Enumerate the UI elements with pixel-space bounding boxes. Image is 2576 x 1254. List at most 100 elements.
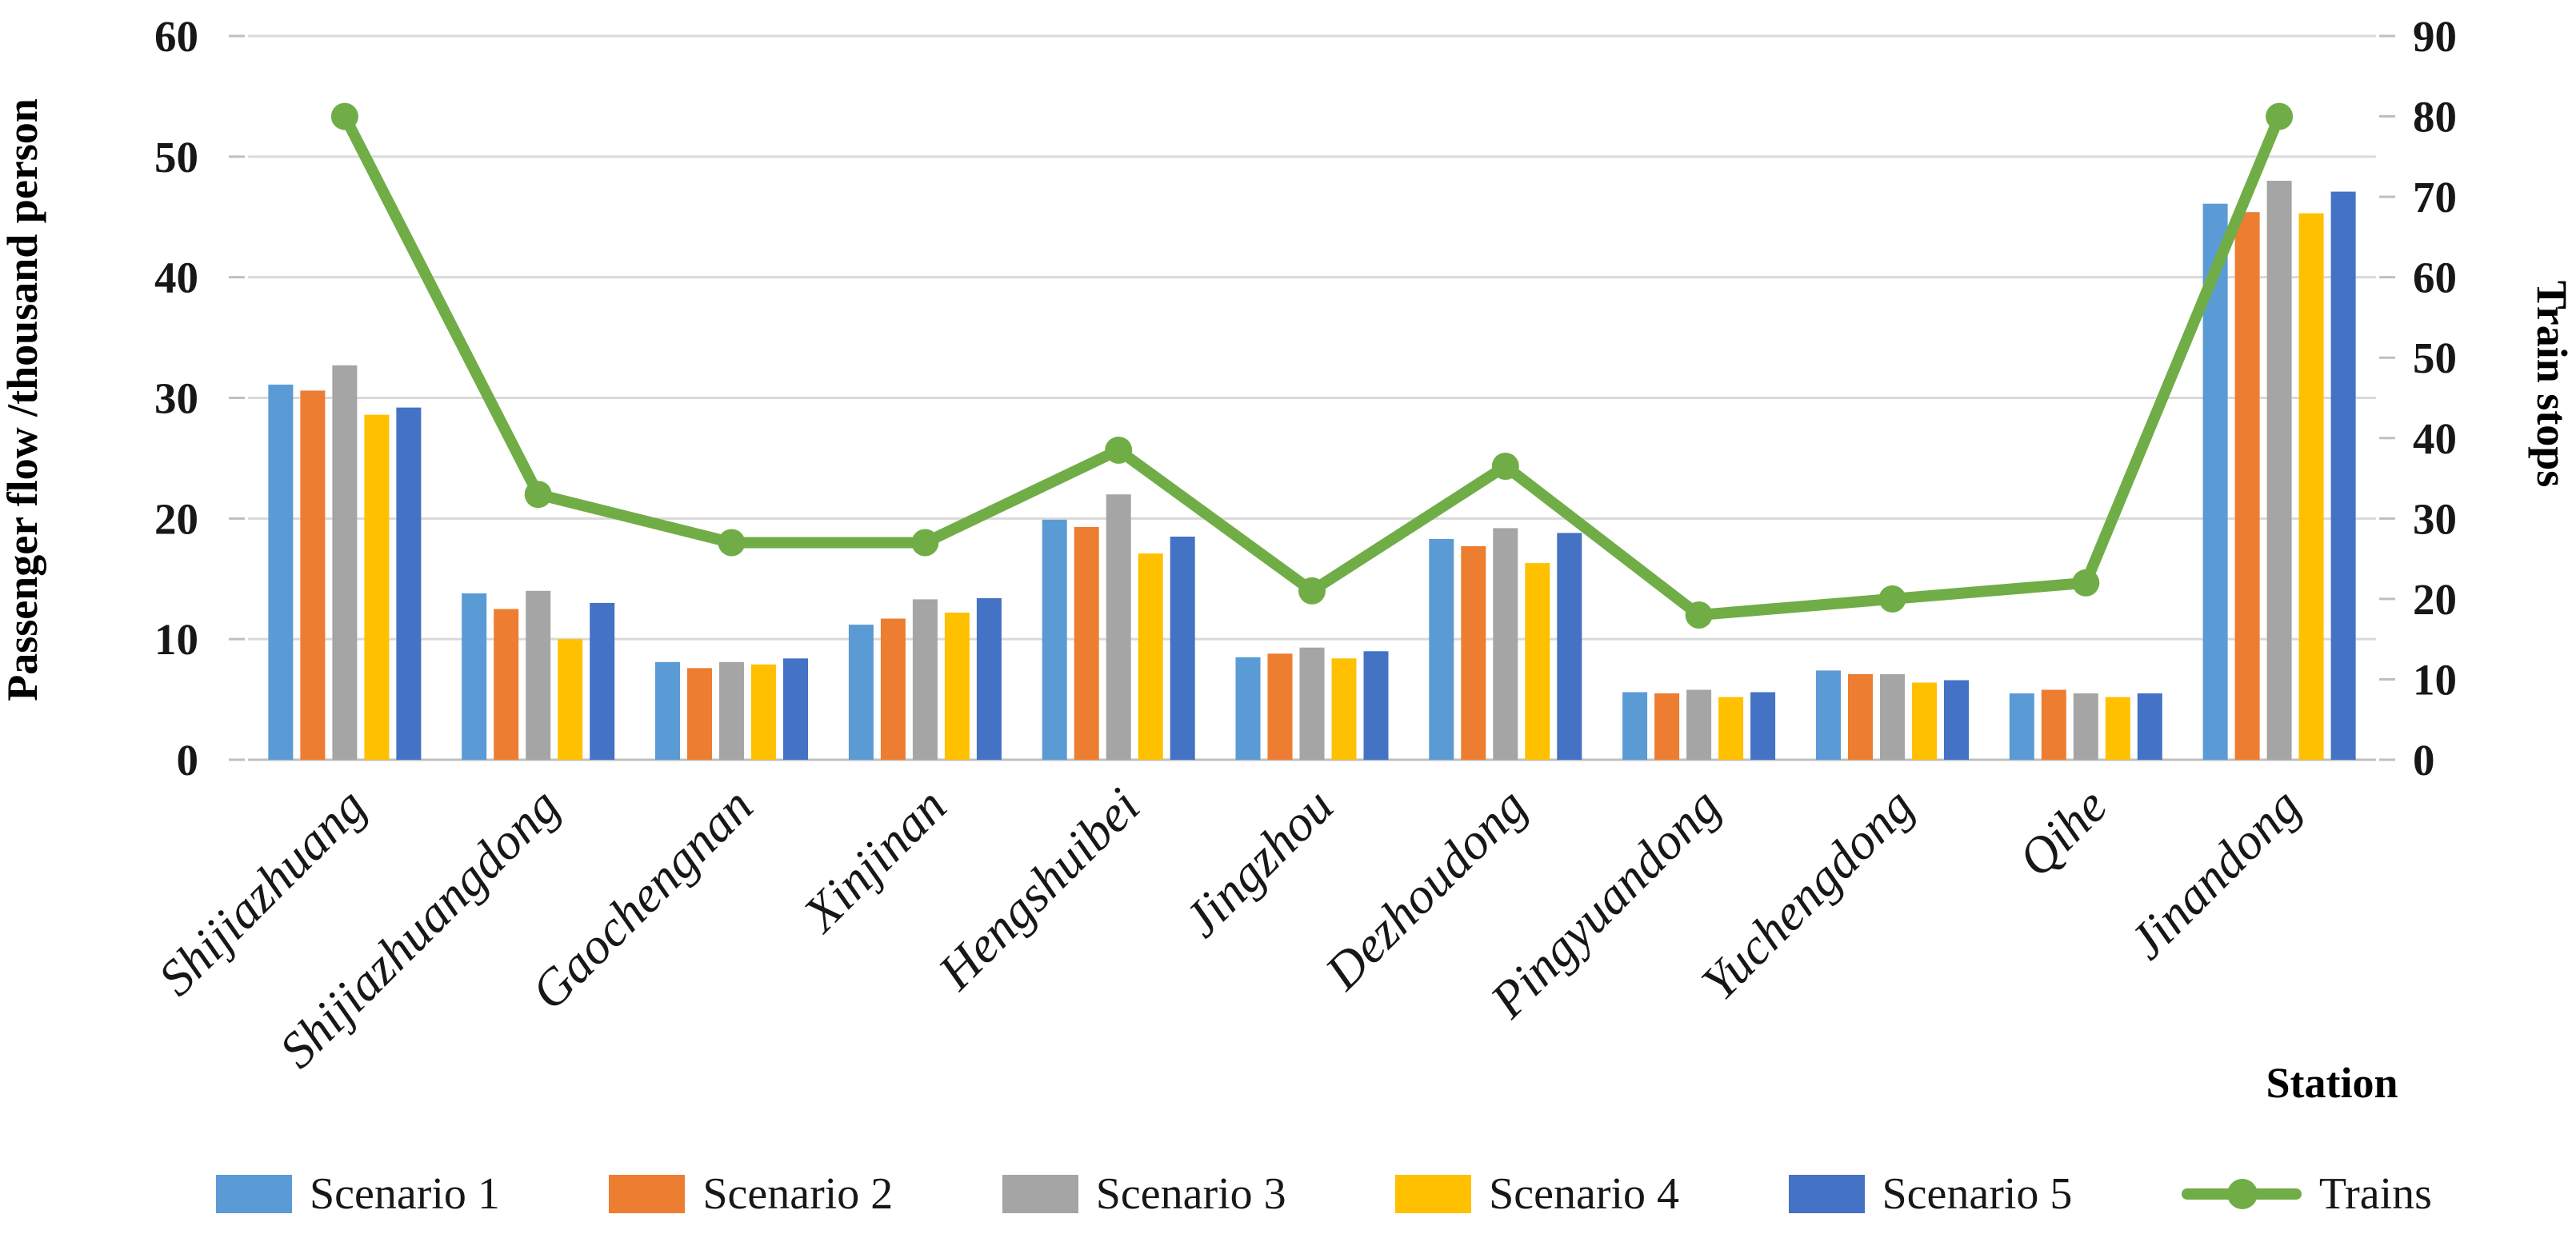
y-left-tick-label-40: 40 <box>154 254 198 302</box>
bar-scenario-3-dezhoudong <box>1493 528 1518 760</box>
bar-scenario-3-gaochengnan <box>719 661 744 760</box>
bar-scenario-3-xinjinan <box>912 599 938 760</box>
bar-scenario-1-gaochengnan <box>655 661 680 760</box>
legend-label-scenario-4: Scenario 4 <box>1489 1169 1680 1219</box>
y-right-tick-label-0: 0 <box>2413 736 2435 785</box>
bar-scenario-1-yuchengdong <box>1816 670 1841 760</box>
bar-scenario-2-qihe <box>2041 689 2066 760</box>
bar-scenario-5-qihe <box>2137 693 2162 760</box>
y-left-tick-label-20: 20 <box>154 494 198 543</box>
bar-scenario-4-dezhoudong <box>1525 563 1550 760</box>
legend-swatch-scenario-2-icon <box>609 1175 686 1213</box>
y-right-axis-title: Train stops <box>2528 281 2576 488</box>
trains-marker-dezhoudong <box>1491 453 1519 480</box>
y-left-tick-label-50: 50 <box>154 133 198 182</box>
legend-label-scenario-1: Scenario 1 <box>310 1169 500 1219</box>
trains-marker-yuchengdong <box>1878 585 1906 613</box>
x-tick-label-jinandong: Jinandong <box>2118 777 2311 970</box>
bar-scenario-5-gaochengnan <box>783 658 808 760</box>
bar-scenario-5-shijiazhuangdong <box>590 602 615 760</box>
bar-scenario-5-pingyuandong <box>1750 692 1776 760</box>
bar-scenario-1-qihe <box>2009 693 2034 760</box>
bar-scenario-5-yuchengdong <box>1944 680 1969 760</box>
legend-label-scenario-2: Scenario 2 <box>702 1169 894 1219</box>
bar-scenario-3-qihe <box>2073 693 2098 760</box>
bar-scenario-1-hengshuibei <box>1042 519 1067 760</box>
y-left-axis-title: Passenger flow /thousand person <box>0 98 46 701</box>
bar-scenario-4-qihe <box>2105 697 2130 760</box>
legend-swatch-trains-line-icon <box>2181 1175 2302 1213</box>
y-right-tick-label-60: 60 <box>2413 254 2457 302</box>
x-tick-label-hengshuibei: Hengshuibei <box>926 777 1150 1001</box>
bar-scenario-4-xinjinan <box>944 613 970 760</box>
bar-scenario-3-jinandong <box>2266 181 2292 760</box>
trains-line <box>338 110 2286 621</box>
x-tick-label-jingzhou: Jingzhou <box>1173 777 1344 948</box>
bar-scenario-2-shijiazhuang <box>300 390 326 760</box>
x-tick-label-qihe: Qihe <box>2007 777 2118 888</box>
bar-scenario-4-gaochengnan <box>751 664 776 760</box>
bar-scenario-5-jingzhou <box>1363 651 1389 761</box>
y-left-tick-label-10: 10 <box>154 615 198 664</box>
bar-scenario-1-jingzhou <box>1235 657 1261 760</box>
legend-item-scenario-5: Scenario 5 <box>1788 1168 2073 1220</box>
bar-scenario-2-shijiazhuangdong <box>494 609 519 760</box>
y-right-tick-label-30: 30 <box>2413 494 2457 543</box>
bar-scenario-5-shijiazhuang <box>396 407 422 760</box>
bar-scenario-3-shijiazhuang <box>332 365 358 760</box>
chart-legend: Scenario 1 Scenario 2 Scenario 3 Scenari… <box>216 1158 2432 1230</box>
y-right-tick-label-70: 70 <box>2413 173 2457 222</box>
y-right-tick-label-20: 20 <box>2413 575 2457 624</box>
bar-scenario-2-dezhoudong <box>1461 546 1486 760</box>
x-tick-label-xinjinan: Xinjinan <box>790 777 957 944</box>
legend-swatch-scenario-1-icon <box>216 1175 292 1213</box>
bar-scenario-1-shijiazhuangdong <box>462 593 487 760</box>
y-left-tick-label-0: 0 <box>177 736 199 785</box>
legend-swatch-scenario-5-icon <box>1788 1175 1865 1213</box>
legend-label-scenario-3: Scenario 3 <box>1095 1169 1286 1219</box>
trains-marker-jingzhou <box>1298 577 1326 605</box>
bar-scenario-2-jinandong <box>2234 212 2260 760</box>
bar-scenario-2-hengshuibei <box>1074 526 1099 760</box>
bar-scenario-3-pingyuandong <box>1686 689 1712 760</box>
y-left-tick-label-30: 30 <box>154 374 198 423</box>
bar-scenario-4-yuchengdong <box>1912 682 1937 760</box>
bar-scenario-2-pingyuandong <box>1654 693 1680 760</box>
bar-scenario-4-pingyuandong <box>1718 697 1744 760</box>
legend-item-scenario-3: Scenario 3 <box>1002 1168 1286 1220</box>
bar-scenario-1-dezhoudong <box>1429 539 1454 760</box>
legend-item-scenario-2: Scenario 2 <box>609 1168 893 1220</box>
bar-scenario-2-yuchengdong <box>1848 673 1873 760</box>
trains-marker-xinjinan <box>911 529 939 557</box>
legend-item-scenario-1: Scenario 1 <box>216 1168 500 1220</box>
trains-marker-qihe <box>2072 569 2100 597</box>
trains-marker-pingyuandong <box>1685 601 1713 629</box>
trains-marker-glyph <box>2226 1179 2258 1209</box>
bar-scenario-3-hengshuibei <box>1106 494 1131 760</box>
bar-scenario-2-jingzhou <box>1267 653 1293 760</box>
y-left-tick-label-60: 60 <box>154 12 198 61</box>
bar-scenario-4-jingzhou <box>1331 658 1357 760</box>
bar-scenario-1-xinjinan <box>848 625 874 760</box>
bar-scenario-1-pingyuandong <box>1622 692 1648 760</box>
x-axis-title: Station <box>2266 1059 2398 1107</box>
bar-scenario-3-yuchengdong <box>1880 673 1905 760</box>
y-right-tick-label-40: 40 <box>2413 414 2457 463</box>
bar-scenario-3-shijiazhuangdong <box>526 590 551 760</box>
legend-label-scenario-5: Scenario 5 <box>1882 1169 2073 1219</box>
y-right-tick-label-90: 90 <box>2413 12 2457 61</box>
legend-swatch-scenario-4-icon <box>1395 1175 1472 1213</box>
bar-scenario-5-xinjinan <box>976 597 1002 760</box>
legend-label-trains: Trains <box>2318 1169 2432 1219</box>
legend-item-trains: Trains <box>2181 1168 2432 1220</box>
trains-marker-gaochengnan <box>718 529 746 557</box>
y-right-tick-label-80: 80 <box>2413 93 2457 142</box>
bar-scenario-5-dezhoudong <box>1557 533 1582 760</box>
y-right-tick-label-50: 50 <box>2413 333 2457 382</box>
bar-scenario-4-shijiazhuangdong <box>558 639 583 760</box>
legend-item-scenario-4: Scenario 4 <box>1395 1168 1679 1220</box>
bar-scenario-4-jinandong <box>2298 213 2324 760</box>
trains-marker-shijiazhuangdong <box>524 481 552 509</box>
